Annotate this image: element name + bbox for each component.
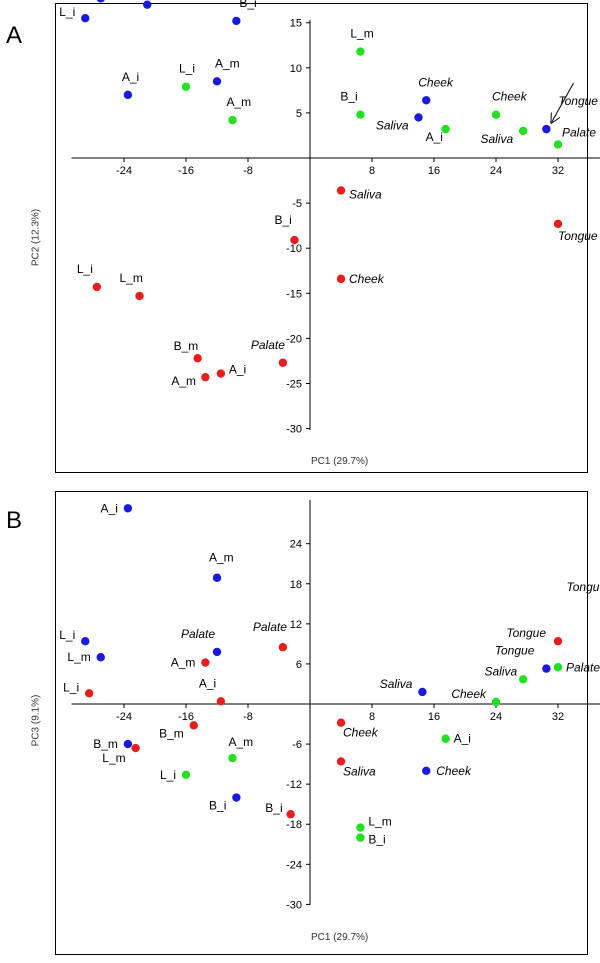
chart-a-ylabel: PC2 (12.3%) [30, 208, 42, 267]
chart-b-xlabel: PC1 (29.7%) [311, 932, 369, 943]
panel-b-frame [55, 491, 588, 955]
chart-a-xlabel: PC1 (29.7%) [311, 456, 369, 467]
chart-b-ylabel: PC3 (9.1%) [30, 694, 42, 747]
panel-label-b: B [6, 507, 23, 534]
panel-a-frame [55, 3, 588, 473]
panel-label-a: A [6, 22, 23, 49]
